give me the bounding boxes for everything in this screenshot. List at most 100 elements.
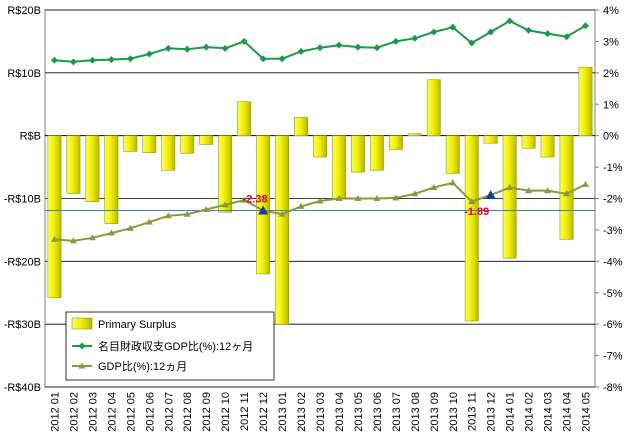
series-gdp-ratio-point — [506, 184, 514, 191]
bar-primary-surplus — [521, 135, 536, 149]
series-nominal-balance-point — [316, 44, 324, 52]
series-nominal-balance-point — [221, 44, 229, 52]
series-nominal-balance-point — [392, 37, 400, 45]
bar-primary-surplus — [464, 135, 479, 322]
series-gdp-ratio-point — [468, 198, 476, 205]
bar-primary-surplus — [47, 135, 62, 299]
bar-primary-surplus — [237, 101, 252, 136]
x-axis-tick-label: 2014 05 — [581, 392, 593, 432]
bar-primary-surplus — [502, 135, 517, 259]
x-axis-tick-label: 2013 02 — [296, 392, 308, 432]
x-axis-tick-label: 2012 12 — [258, 392, 270, 432]
left-axis-tick-label: R$B — [20, 131, 41, 143]
right-axis-tick-label: -7% — [603, 351, 623, 363]
x-axis-tick-label: 2012 01 — [49, 392, 61, 432]
bar-primary-surplus — [407, 133, 422, 136]
left-axis: -R$40B -R$30B -R$20B -R$10B R$B R$10B R$20B — [4, 5, 41, 394]
left-axis-tick-label: R$10B — [7, 68, 41, 80]
x-axis-tick-label: 2013 06 — [372, 392, 384, 432]
series-nominal-balance-point — [468, 39, 476, 47]
x-axis-tick-label: 2013 09 — [429, 392, 441, 432]
series-gdp-ratio-point — [563, 190, 571, 197]
series-nominal-balance-point — [506, 17, 514, 25]
legend-swatch-bar — [71, 317, 93, 330]
x-axis-tick-label: 2012 07 — [163, 392, 175, 432]
x-axis-tick-label: 2013 03 — [315, 392, 327, 432]
series-nominal-balance-point — [544, 30, 552, 38]
series-gdp-ratio-point — [354, 195, 362, 201]
series-gdp-ratio-point — [107, 229, 115, 236]
bar-primary-surplus — [426, 79, 441, 136]
series-gdp-ratio-point — [50, 235, 58, 242]
left-axis-tick-label: R$20B — [7, 5, 41, 17]
series-gdp-ratio-point — [278, 210, 286, 217]
bar-primary-surplus — [256, 135, 271, 275]
right-axis-tick-label: -4% — [603, 256, 623, 268]
bar-primary-surplus — [85, 135, 100, 202]
series-gdp-ratio-point — [316, 197, 324, 204]
x-axis-tick-label: 2013 07 — [391, 392, 403, 432]
left-axis-tick-label: -R$20B — [4, 256, 41, 268]
bar-primary-surplus — [540, 135, 555, 158]
x-axis-tick-label: 2012 06 — [144, 392, 156, 432]
x-axis-tick-label: 2012 03 — [87, 392, 99, 432]
series-nominal-balance-point — [430, 28, 438, 36]
legend-swatch-marker — [78, 342, 86, 350]
series-gdp-ratio-point — [164, 212, 172, 219]
legend-label: Primary Surplus — [98, 319, 177, 331]
series-gdp-ratio-point — [544, 187, 552, 194]
series-nominal-balance-point — [411, 34, 419, 42]
series-gdp-ratio-point — [392, 194, 400, 201]
x-axis-tick-label: 2014 03 — [543, 392, 555, 432]
right-axis-tick-label: 4% — [603, 5, 619, 17]
series-nominal-balance-point — [107, 56, 115, 64]
right-axis-tick-label: -1% — [603, 162, 623, 174]
x-axis-tick-label: 2012 09 — [201, 392, 213, 432]
series-nominal-balance-point — [525, 26, 533, 34]
series-nominal-balance-point — [487, 28, 495, 36]
bar-primary-surplus — [142, 135, 157, 153]
x-axis-tick-label: 2012 11 — [239, 392, 251, 431]
left-axis-tick-label: -R$40B — [4, 382, 41, 394]
bar-primary-surplus — [66, 135, 81, 194]
bar-primary-surplus — [180, 135, 195, 154]
x-axis-tick-label: 2013 01 — [277, 392, 289, 432]
legend-label: 名目財政収支GDP比(%):12ヶ月 — [98, 339, 253, 353]
series-nominal-balance-point — [183, 45, 191, 53]
x-axis-tick-label: 2013 08 — [410, 392, 422, 432]
legend-swatch-marker — [78, 362, 86, 369]
annotation-marker — [485, 190, 496, 200]
series-nominal-balance — [50, 17, 590, 66]
series-nominal-balance-point — [164, 44, 172, 52]
right-axis-tick-label: 1% — [603, 99, 619, 111]
series-nominal-balance-point — [335, 41, 343, 49]
x-axis-tick-label: 2012 04 — [106, 392, 118, 432]
legend: Primary Surplus 名目財政収支GDP比(%):12ヶ月 GDP比(%)… — [65, 311, 275, 381]
series-gdp-ratio — [50, 179, 590, 244]
right-axis-tick-label: -6% — [603, 319, 623, 331]
x-axis-tick-label: 2012 10 — [220, 392, 232, 432]
series-gdp-ratio-point — [525, 187, 533, 194]
series-gdp-ratio-point — [88, 234, 96, 241]
series-nominal-balance-point — [145, 50, 153, 58]
x-axis-tick-label: 2012 02 — [68, 392, 80, 432]
series-nominal-balance-point — [240, 37, 248, 45]
annotation-label: -2.38 — [243, 193, 268, 205]
series-gdp-ratio-point — [335, 195, 343, 201]
x-axis-tick-label: 2013 10 — [448, 392, 460, 432]
bar-primary-surplus — [483, 135, 498, 144]
x-axis-tick-label: 2014 01 — [505, 392, 517, 432]
bar-primary-surplus — [313, 135, 327, 158]
series-nominal-balance-point — [582, 22, 590, 30]
series-gdp-ratio-point — [202, 205, 210, 212]
x-axis-tick-label: 2012 08 — [182, 392, 194, 432]
series-nominal-balance-point — [278, 55, 286, 63]
right-axis-tick-label: -3% — [603, 225, 623, 237]
bar-primary-surplus — [350, 135, 365, 173]
bar-primary-surplus — [199, 135, 214, 145]
x-axis-tick-label: 2012 05 — [125, 392, 137, 432]
series-nominal-balance-point — [563, 33, 571, 41]
x-axis-tick-label: 2013 11 — [467, 392, 479, 431]
